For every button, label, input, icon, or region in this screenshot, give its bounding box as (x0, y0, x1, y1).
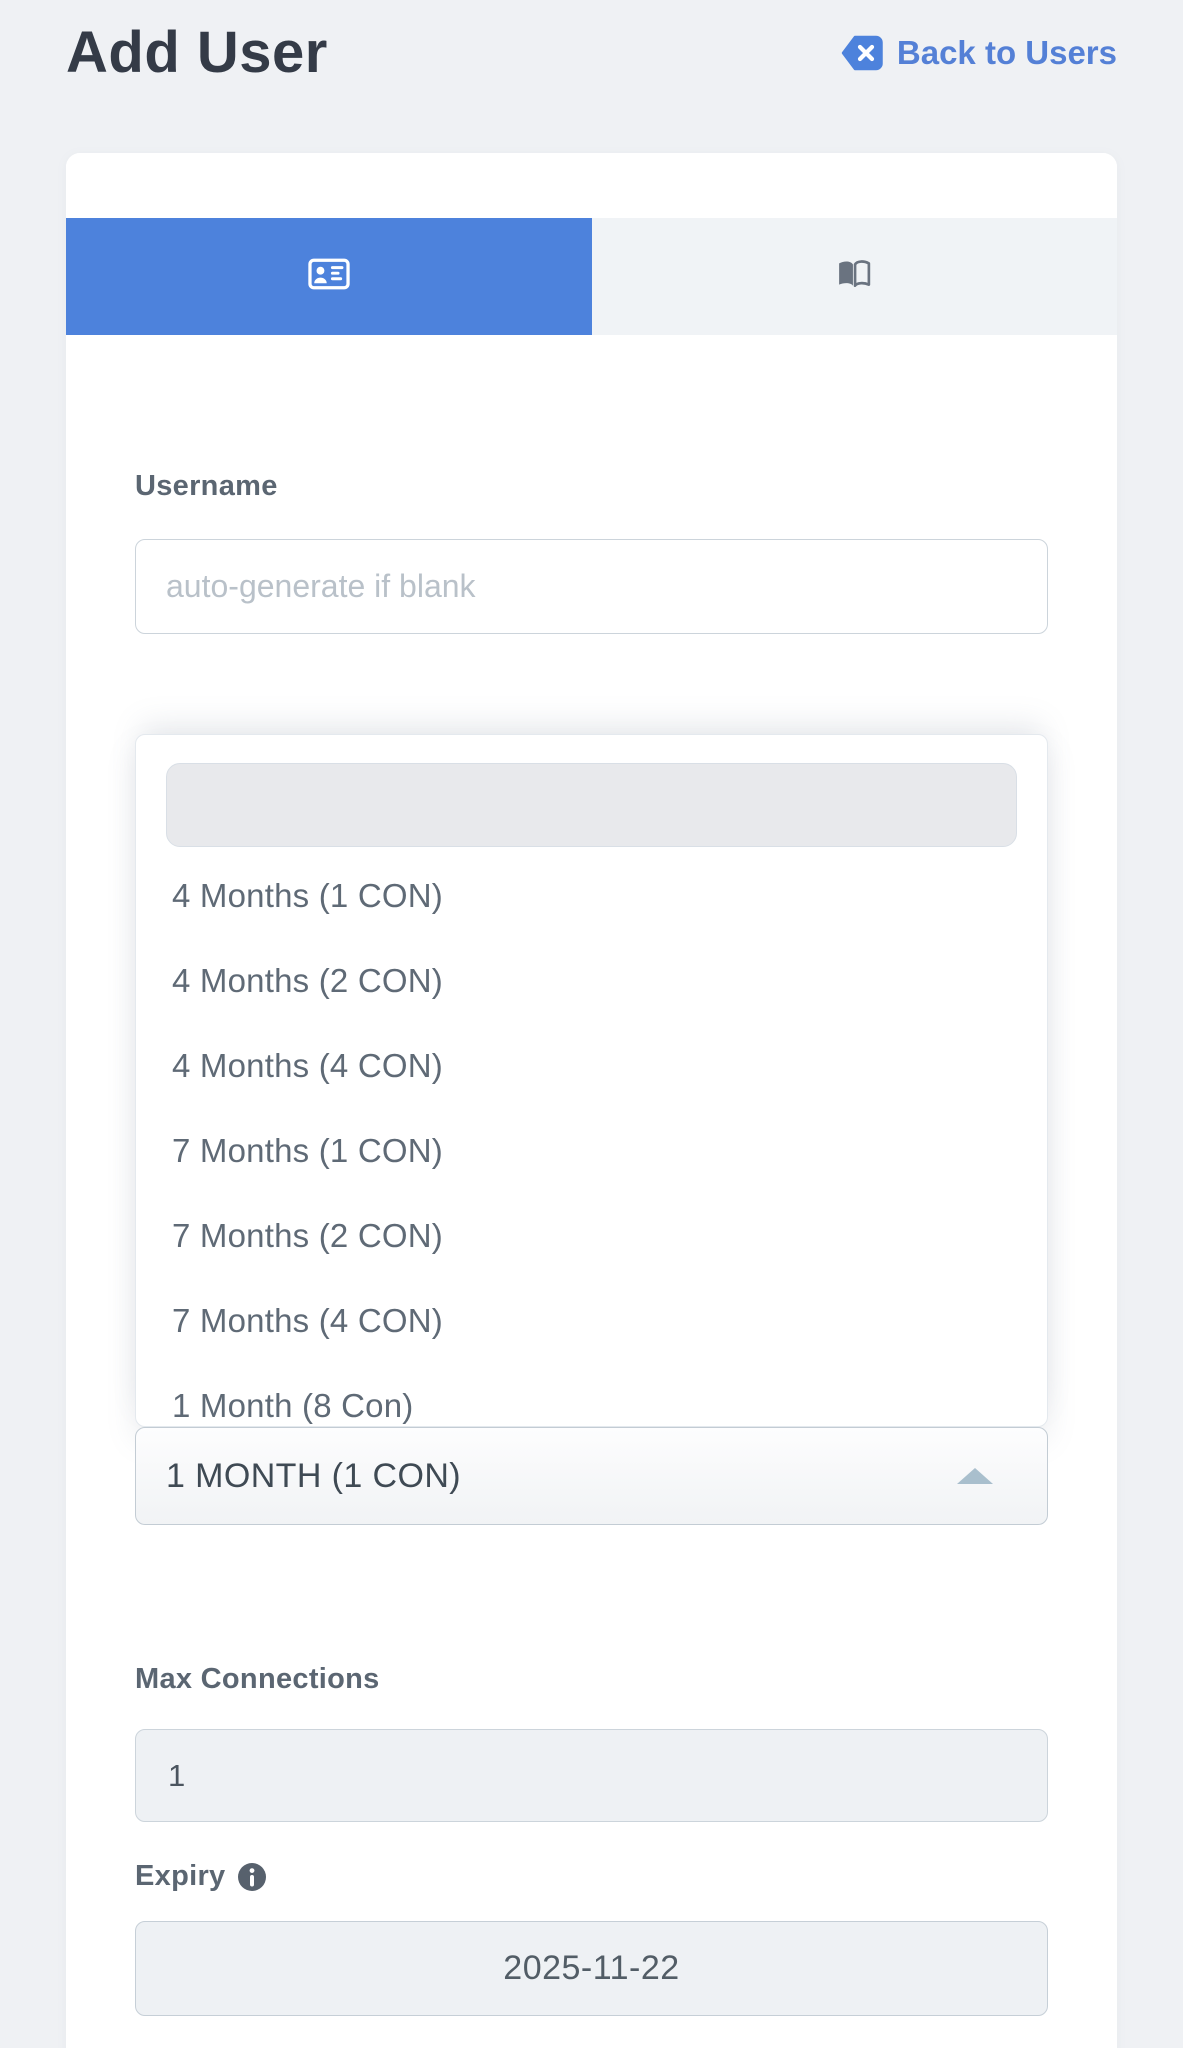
add-user-card: Username 4 Months (1 CON) 4 Months (2 CON… (66, 153, 1117, 2048)
package-option[interactable]: 1 Month (8 Con) (172, 1387, 414, 1424)
package-dropdown-panel: 4 Months (1 CON) 4 Months (2 CON) 4 Months… (135, 734, 1048, 1427)
back-link-label: Back to Users (896, 34, 1117, 71)
form-content: Username 4 Months (1 CON) 4 Months (2 CON… (66, 335, 1117, 2048)
tab-user-details[interactable] (66, 218, 592, 335)
card-header-strip (66, 153, 1117, 218)
back-to-users-link[interactable]: Back to Users (841, 34, 1117, 72)
package-option[interactable]: 4 Months (1 CON) (172, 877, 443, 914)
info-icon[interactable] (237, 1862, 267, 1892)
dropdown-search-input[interactable] (166, 763, 1017, 847)
package-option[interactable]: 4 Months (4 CON) (172, 1047, 443, 1084)
max-connections-input[interactable] (135, 1729, 1048, 1822)
expiry-date-input[interactable] (135, 1921, 1048, 2016)
package-select[interactable]: 1 MONTH (1 CON) (135, 1427, 1048, 1525)
package-option[interactable]: 4 Months (2 CON) (172, 962, 443, 999)
book-icon (837, 259, 871, 294)
username-label: Username (135, 470, 1048, 503)
max-connections-label: Max Connections (135, 1663, 1048, 1696)
max-connections-label-text: Max Connections (135, 1663, 380, 1695)
id-card-icon (308, 258, 350, 295)
caret-up-icon (957, 1468, 993, 1484)
username-label-text: Username (135, 470, 278, 502)
page-title: Add User (66, 20, 328, 85)
package-option[interactable]: 7 Months (4 CON) (172, 1302, 443, 1339)
package-option[interactable]: 7 Months (1 CON) (172, 1132, 443, 1169)
expiry-label-text: Expiry (135, 1860, 226, 1892)
package-select-wrap: 4 Months (1 CON) 4 Months (2 CON) 4 Months… (135, 734, 1048, 1525)
package-selected-value: 1 MONTH (1 CON) (166, 1456, 461, 1495)
tab-bar (66, 218, 1117, 335)
username-input[interactable] (135, 539, 1048, 634)
tab-bouquets[interactable] (591, 218, 1117, 335)
package-option[interactable]: 7 Months (2 CON) (172, 1217, 443, 1254)
expiry-label: Expiry (135, 1860, 1048, 1893)
backspace-icon (841, 35, 883, 71)
page-header: Add User Back to Users (0, 0, 1183, 82)
package-options-list: 4 Months (1 CON) 4 Months (2 CON) 4 Months… (166, 853, 1017, 1426)
